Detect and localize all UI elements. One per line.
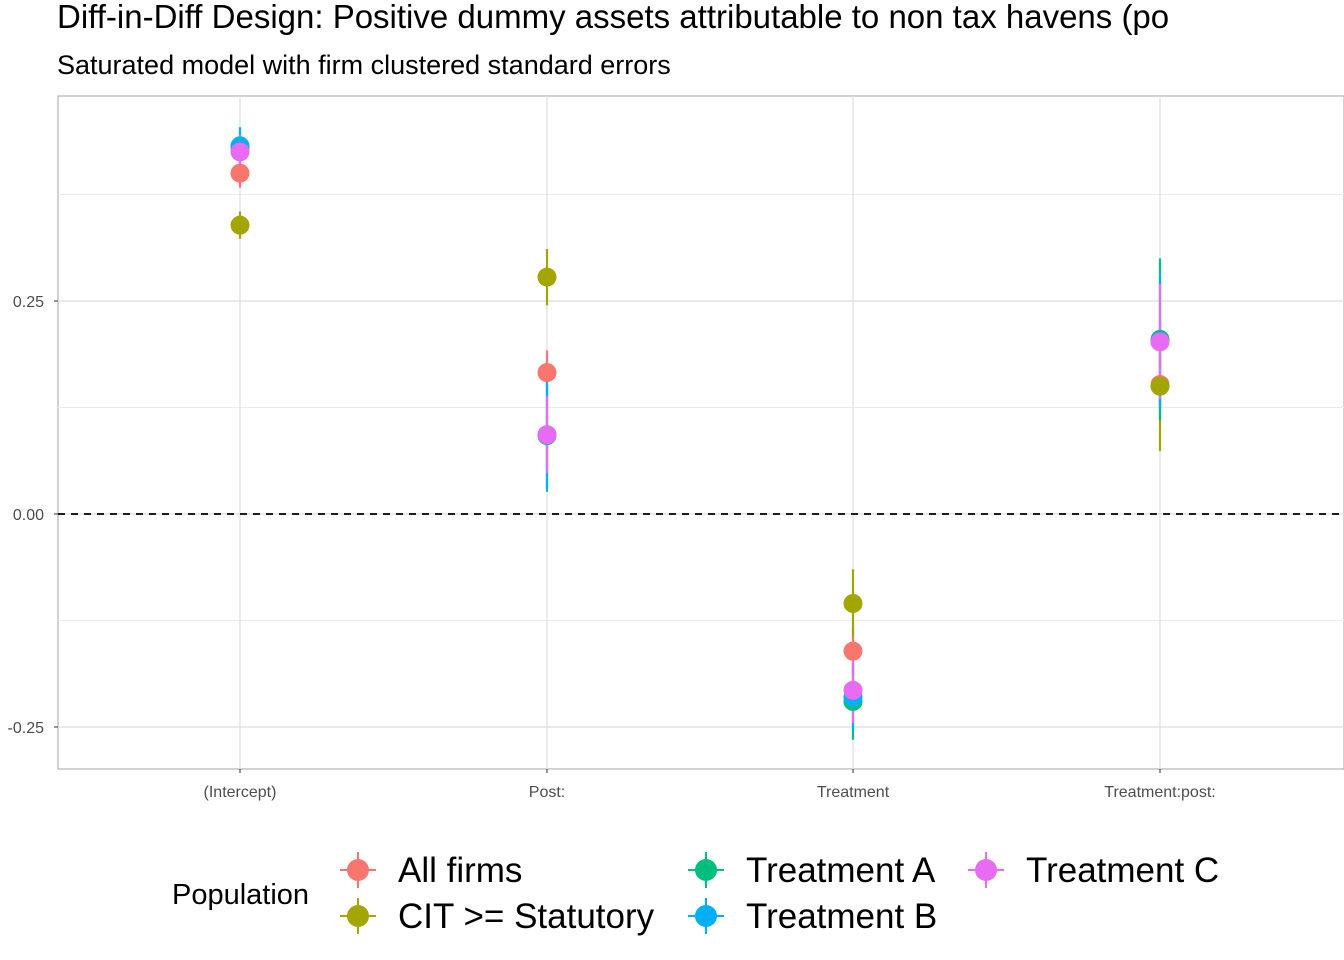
legend-label: Treatment C [1026, 851, 1219, 890]
legend-key-point [695, 859, 717, 881]
y-tick-label: 0.00 [13, 507, 44, 524]
y-axis-ticks: -0.25 0.00 0.25 [8, 294, 58, 737]
plot-area [57, 95, 1344, 770]
legend-key-point [695, 905, 717, 927]
legend: Population All firms CIT >= Statutory Trea… [172, 851, 1219, 936]
plot-panel [57, 95, 1344, 770]
point-4-2 [843, 680, 863, 700]
y-tick-label: 0.25 [13, 294, 44, 311]
x-axis-ticks: (Intercept) Post: Treatment Treatment:post: [204, 769, 1216, 801]
point-4-3 [1150, 332, 1170, 352]
point-1-0 [230, 215, 250, 235]
point-4-1 [537, 425, 557, 445]
point-0-2 [843, 641, 863, 661]
x-tick-label: Treatment:post: [1104, 784, 1215, 801]
legend-label: Treatment B [746, 897, 937, 936]
legend-item-4: Treatment C [968, 851, 1219, 890]
chart-title: Diff-in-Diff Design: Positive dummy asse… [57, 0, 1169, 35]
y-tick-label: -0.25 [8, 720, 45, 737]
chart-subtitle: Saturated model with firm clustered stan… [57, 50, 671, 80]
points [230, 136, 1170, 711]
point-1-2 [843, 593, 863, 613]
point-0-0 [230, 163, 250, 183]
legend-item-1: CIT >= Statutory [340, 897, 655, 936]
legend-item-2: Treatment A [688, 851, 936, 890]
legend-key-point [347, 859, 369, 881]
legend-title: Population [172, 879, 309, 911]
point-0-1 [537, 363, 557, 383]
legend-label: All firms [398, 851, 522, 890]
point-4-0 [230, 142, 250, 162]
legend-label: CIT >= Statutory [398, 897, 655, 936]
legend-key-point [975, 859, 997, 881]
x-tick-label: Treatment [817, 784, 890, 801]
point-1-3 [1150, 376, 1170, 396]
legend-key-point [347, 905, 369, 927]
legend-item-3: Treatment B [688, 897, 937, 936]
legend-item-0: All firms [340, 851, 522, 890]
x-tick-label: (Intercept) [204, 784, 277, 801]
legend-label: Treatment A [746, 851, 936, 890]
point-1-1 [537, 267, 557, 287]
x-tick-label: Post: [529, 784, 565, 801]
